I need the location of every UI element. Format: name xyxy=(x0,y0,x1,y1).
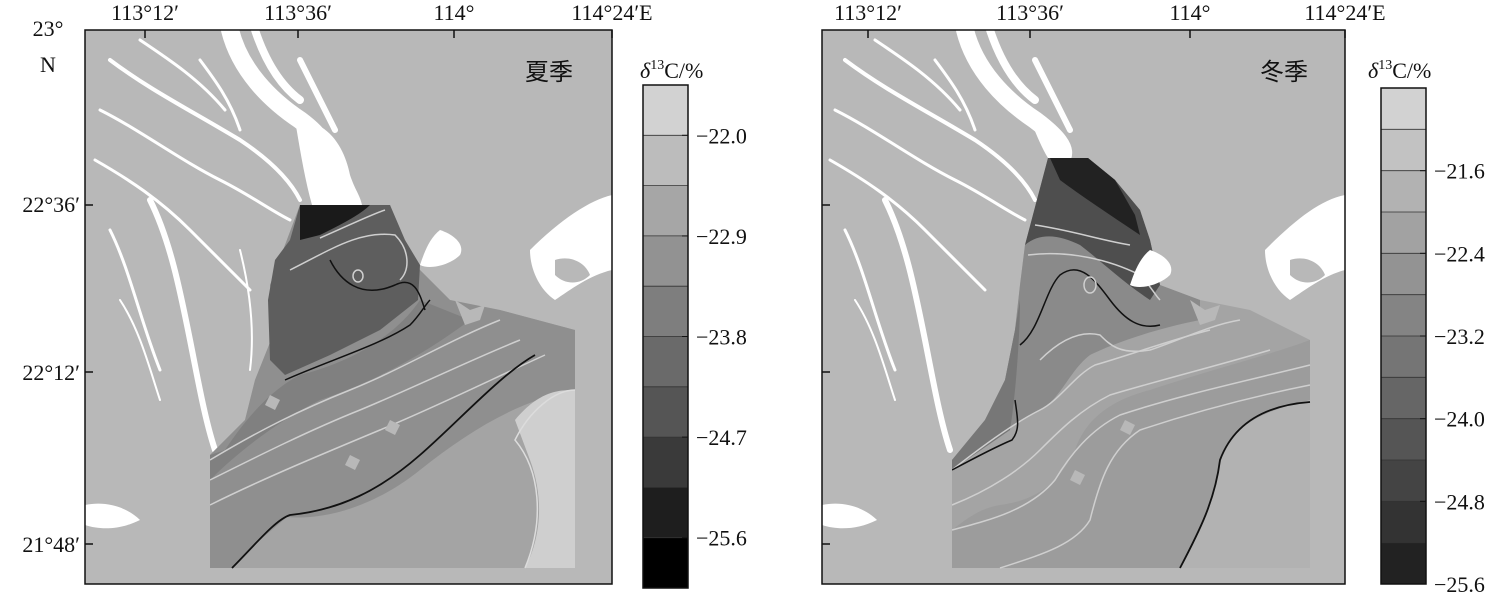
lon-tick-label: 114°24′E xyxy=(571,0,652,25)
contour-band-core xyxy=(300,205,370,240)
hongkong-island xyxy=(555,258,590,283)
colorbar-tick-label: −25.6 xyxy=(1434,572,1485,594)
colorbar-cell xyxy=(643,85,688,136)
contour-band-deep xyxy=(268,205,420,375)
colorbar-tick-label: −22.0 xyxy=(696,123,747,148)
colorbar-cell xyxy=(643,185,688,237)
colorbar-cell xyxy=(1381,170,1426,213)
contour-lines xyxy=(209,209,576,569)
colorbar-tick-label: −25.6 xyxy=(696,526,747,551)
lat-top-label: N xyxy=(40,52,56,77)
axis-labels-right: 113°12′ 113°36′ 114° 114°24′E xyxy=(834,0,1386,25)
contour-band-light xyxy=(1180,400,1310,568)
lon-tick-label: 114°24′E xyxy=(1304,0,1385,25)
colorbar-title-rest: C/% xyxy=(664,58,703,83)
map-frame xyxy=(821,29,1346,585)
lat-tick-label: 21°48′ xyxy=(22,532,80,557)
colorbar-cell xyxy=(643,537,688,589)
lon-tick-label: 113°12′ xyxy=(834,0,902,25)
contour-band-inner xyxy=(210,300,470,480)
hongkong-water xyxy=(530,195,612,300)
contour-lines xyxy=(951,224,1311,569)
colorbar-cell xyxy=(643,135,688,187)
map-frame xyxy=(84,29,613,585)
colorbar-title-delta: δ xyxy=(1368,58,1379,83)
sw-land xyxy=(822,380,952,584)
estuary-upper xyxy=(295,120,362,205)
colorbar-cell xyxy=(1381,212,1426,254)
map-winter: 冬季 xyxy=(821,21,1346,585)
lat-tick-label: 22°12′ xyxy=(22,360,80,385)
colorbar-cell xyxy=(1381,501,1426,544)
axis-labels-left: 113°12′ 113°36′ 114° 114°24′E 23° N 22°3… xyxy=(22,0,652,557)
colorbar-tick-label: −24.0 xyxy=(1434,407,1485,432)
season-label: 夏季 xyxy=(525,58,573,86)
lon-tick-label: 113°36′ xyxy=(264,0,332,25)
colorbar-tick-label: −21.6 xyxy=(1434,159,1485,184)
axis-ticks xyxy=(85,30,613,545)
colorbar-cell xyxy=(643,487,688,539)
colorbar-tick-label: −24.7 xyxy=(696,425,747,450)
colorbar-tick-label: −23.2 xyxy=(1434,324,1485,349)
colorbar-tick-label: −22.4 xyxy=(1434,241,1485,266)
colorbar-title: δ13C/% xyxy=(1368,58,1431,83)
colorbar-title-delta: δ xyxy=(640,58,651,83)
colorbar-cell xyxy=(643,286,688,337)
lat-tick-label: 22°36′ xyxy=(22,192,80,217)
colorbar-cells xyxy=(1381,88,1426,585)
colorbar-cell xyxy=(1381,336,1426,378)
colorbar-cell xyxy=(1381,253,1426,296)
lon-tick-label: 113°12′ xyxy=(111,0,179,25)
colorbar-title-superscript: 13 xyxy=(650,58,664,73)
lon-tick-label: 113°36′ xyxy=(996,0,1064,25)
colorbar-cell xyxy=(643,386,688,438)
islands xyxy=(135,230,485,502)
colorbar-summer: δ13C/% −22.0 −22.9 −23.8 −24.7 −25.6 xyxy=(640,58,747,589)
hongkong-island xyxy=(1290,258,1325,283)
colorbar-cell xyxy=(1381,377,1426,420)
colorbar-title-rest: C/% xyxy=(1392,58,1431,83)
colorbar-cell xyxy=(1381,129,1426,172)
sw-water xyxy=(822,503,877,529)
colorbar-cell xyxy=(1381,460,1426,502)
colorbar-title-superscript: 13 xyxy=(1378,58,1392,73)
map-summer: 夏季 xyxy=(84,21,613,585)
colorbar-labels: −21.6 −22.4 −23.2 −24.0 −24.8 −25.6 xyxy=(1420,159,1485,594)
contour-band-edge xyxy=(952,300,1020,470)
estuary-upper xyxy=(1030,120,1062,158)
sw-land xyxy=(85,380,210,584)
lat-top-label: 23° xyxy=(33,16,64,41)
colorbar-cell xyxy=(1381,88,1426,130)
contour-band-outer xyxy=(952,340,1310,568)
sw-water xyxy=(85,503,140,529)
colorbar-winter: δ13C/% −21.6 −22.4 −23.2 −24.0 −24.8 −25.6 xyxy=(1368,58,1485,594)
contour-band-light xyxy=(515,390,575,568)
colorbar-labels: −22.0 −22.9 −23.8 −24.7 −25.6 xyxy=(682,123,747,551)
hongkong-water xyxy=(1265,195,1345,300)
lon-tick-label: 114° xyxy=(434,0,475,25)
contour-band-core xyxy=(1050,158,1140,235)
colorbar-cell xyxy=(1381,294,1426,337)
colorbar-cell xyxy=(643,336,688,388)
axis-ticks xyxy=(822,30,1346,545)
contour-band-deep xyxy=(1025,158,1160,300)
colorbar-cells xyxy=(643,85,688,589)
colorbar-cell xyxy=(1381,542,1426,585)
season-label: 冬季 xyxy=(1260,58,1308,86)
colorbar-tick-label: −22.9 xyxy=(696,224,747,249)
colorbar-cell xyxy=(643,235,688,287)
colorbar-title: δ13C/% xyxy=(640,58,703,83)
colorbar-tick-label: −23.8 xyxy=(696,325,747,350)
river-network xyxy=(828,21,1073,453)
lon-tick-label: 114° xyxy=(1170,0,1211,25)
colorbar-cell xyxy=(643,437,688,488)
colorbar-tick-label: −24.8 xyxy=(1434,489,1485,514)
colorbar-cell xyxy=(1381,418,1426,461)
